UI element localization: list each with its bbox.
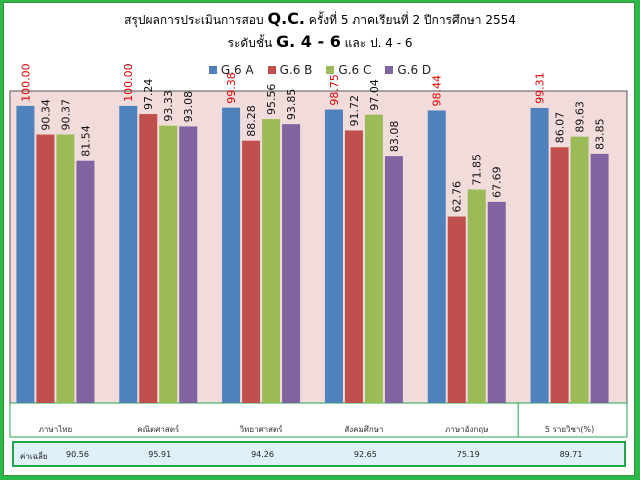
bar-value-label: 98.44 xyxy=(431,75,444,107)
chart-title-line2: ระดับชั้น G. 4 - 6 และ ป. 4 - 6 xyxy=(0,32,640,53)
bar xyxy=(282,124,301,403)
category-label: ภาษาไทย xyxy=(39,425,73,434)
bar-value-label: 98.75 xyxy=(328,74,341,106)
bar xyxy=(550,147,569,403)
category-label: 5 รายวิชา(%) xyxy=(545,425,594,434)
bar xyxy=(364,114,383,403)
average-value: 94.26 xyxy=(251,450,274,459)
category-label: วิทยาศาสตร์ xyxy=(239,424,283,434)
bar-value-label: 93.08 xyxy=(182,91,195,123)
category-band xyxy=(9,402,628,438)
bar xyxy=(119,105,138,403)
bar xyxy=(139,114,158,403)
title-exam-code: Q.C. xyxy=(267,9,305,28)
legend-swatch xyxy=(267,66,276,74)
chart-title-line1: สรุปผลการประเมินการสอบ Q.C. ครั้งที่ 5 ภ… xyxy=(0,9,640,30)
bar-value-label: 67.69 xyxy=(491,166,504,198)
category-label: คณิตศาสตร์ xyxy=(137,424,180,434)
bar-value-label: 100.00 xyxy=(19,63,32,102)
bar-value-label: 95.56 xyxy=(265,84,278,116)
bar xyxy=(570,136,589,404)
bar xyxy=(159,125,178,403)
bar-value-label: 90.37 xyxy=(59,99,72,131)
bar-value-label: 91.72 xyxy=(348,95,361,127)
average-value: 89.71 xyxy=(559,450,583,459)
average-value: 75.19 xyxy=(456,450,480,459)
bar-value-label: 90.34 xyxy=(39,99,52,131)
bar xyxy=(427,110,446,404)
bar-value-label: 71.85 xyxy=(471,154,484,186)
bar-value-label: 97.04 xyxy=(368,79,381,111)
legend-item: G.6 A xyxy=(208,63,254,77)
legend-item: G.6 B xyxy=(267,63,313,77)
bar xyxy=(16,105,35,403)
title-suffix: ครั้งที่ 5 ภาคเรียนที่ 2 ปีการศึกษา 2554 xyxy=(308,13,516,27)
bar-value-label: 83.08 xyxy=(388,121,401,153)
legend-label: G.6 B xyxy=(279,63,313,77)
bar xyxy=(447,216,466,403)
average-value: 90.56 xyxy=(66,450,89,459)
average-row: ค่าเฉลี่ย 90.56 95.91 94.26 92.65 75.19 89.71 xyxy=(12,441,626,467)
bar-value-label: 81.54 xyxy=(79,125,92,157)
legend-item: G.6 C xyxy=(326,63,371,77)
bar xyxy=(344,130,363,403)
plot-area xyxy=(9,90,628,404)
average-value: 92.65 xyxy=(353,450,377,459)
bar-value-label: 83.85 xyxy=(594,118,607,150)
bar-value-label: 100.00 xyxy=(122,63,135,102)
bar xyxy=(530,107,549,404)
bar-value-label: 62.76 xyxy=(451,181,464,213)
title-prefix: สรุปผลการประเมินการสอบ xyxy=(124,13,264,27)
subtitle-grade-range: G. 4 - 6 xyxy=(276,32,341,51)
bar xyxy=(242,140,261,403)
subtitle-suffix: และ ป. 4 - 6 xyxy=(344,36,413,50)
bar xyxy=(222,107,241,403)
legend-swatch xyxy=(208,66,217,74)
bar xyxy=(324,109,343,404)
bar-value-label: 99.31 xyxy=(534,72,547,104)
bar xyxy=(56,134,75,404)
legend-swatch xyxy=(326,66,335,74)
bar-value-label: 86.07 xyxy=(554,112,567,144)
subtitle-prefix: ระดับชั้น xyxy=(227,36,273,50)
average-value: 95.91 xyxy=(148,450,172,459)
bar-value-label: 93.33 xyxy=(162,90,175,122)
bar-value-label: 88.28 xyxy=(245,105,258,136)
bar xyxy=(36,134,55,403)
bar xyxy=(262,119,281,403)
chart-legend: G.6 A G.6 B G.6 C G.6 D xyxy=(0,63,640,77)
bar-value-label: 89.63 xyxy=(574,101,587,133)
bar-value-label: 93.85 xyxy=(285,89,298,121)
bar xyxy=(467,189,486,403)
bar-value-label: 97.24 xyxy=(142,79,155,111)
category-label: สังคมศึกษา xyxy=(344,425,383,434)
legend-swatch xyxy=(385,66,394,74)
average-label: ค่าเฉลี่ย xyxy=(20,452,48,461)
bar xyxy=(76,160,95,403)
legend-label: G.6 C xyxy=(338,63,372,77)
bar xyxy=(384,156,403,403)
bar xyxy=(487,201,506,403)
bar-value-label: 99.38 xyxy=(225,72,238,103)
legend-label: G.6 A xyxy=(220,63,254,77)
bar xyxy=(590,153,609,403)
bar xyxy=(179,126,198,403)
legend-label: G.6 D xyxy=(397,63,432,77)
legend-item: G.6 D xyxy=(385,63,431,77)
category-label: ภาษาอังกฤษ xyxy=(445,425,488,434)
